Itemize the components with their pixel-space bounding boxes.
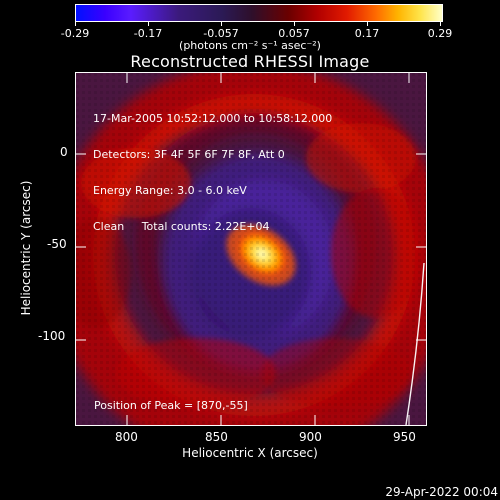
colorbar xyxy=(75,4,443,22)
colorbar-tick-label: 0.17 xyxy=(354,27,380,40)
x-tick-800: 800 xyxy=(115,430,138,444)
colorbar-tick-label: 0.29 xyxy=(427,27,453,40)
x-tick-950: 950 xyxy=(393,430,416,444)
date-stamp: 29-Apr-2022 00:04 xyxy=(385,485,498,499)
info-energy-range: Energy Range: 3.0 - 6.0 keV xyxy=(93,184,247,197)
y-tick-0: 0 xyxy=(60,145,68,159)
y-tick-minus100: -100 xyxy=(38,329,66,343)
x-tick-900: 900 xyxy=(299,430,322,444)
colorbar-units: (photons cm⁻² s⁻¹ asec⁻²) xyxy=(179,39,321,52)
colorbar-tick-label: -0.17 xyxy=(133,27,163,40)
solar-image-plot: 17-Mar-2005 10:52:12.000 to 10:58:12.000… xyxy=(75,72,427,426)
y-tick-minus50: -50 xyxy=(47,237,67,251)
peak-position: Position of Peak = [870,-55] xyxy=(94,399,248,412)
x-axis-label: Heliocentric X (arcsec) xyxy=(182,446,318,460)
info-detectors: Detectors: 3F 4F 5F 6F 7F 8F, Att 0 xyxy=(93,148,285,161)
y-axis-label: Heliocentric Y (arcsec) xyxy=(19,180,33,316)
info-time-range: 17-Mar-2005 10:52:12.000 to 10:58:12.000 xyxy=(93,112,333,125)
colorbar-tick-label: -0.29 xyxy=(60,27,90,40)
colorbar-tick-label: 0.057 xyxy=(278,27,310,40)
rhessi-image-svg xyxy=(76,73,426,425)
observation-info: 17-Mar-2005 10:52:12.000 to 10:58:12.000… xyxy=(93,89,332,257)
x-tick-850: 850 xyxy=(205,430,228,444)
info-clean-counts: Clean Total counts: 2.22E+04 xyxy=(93,220,270,233)
colorbar-ticks xyxy=(75,21,441,26)
colorbar-tick-label: -0.057 xyxy=(203,27,239,40)
image-title: Reconstructed RHESSI Image xyxy=(130,52,370,71)
